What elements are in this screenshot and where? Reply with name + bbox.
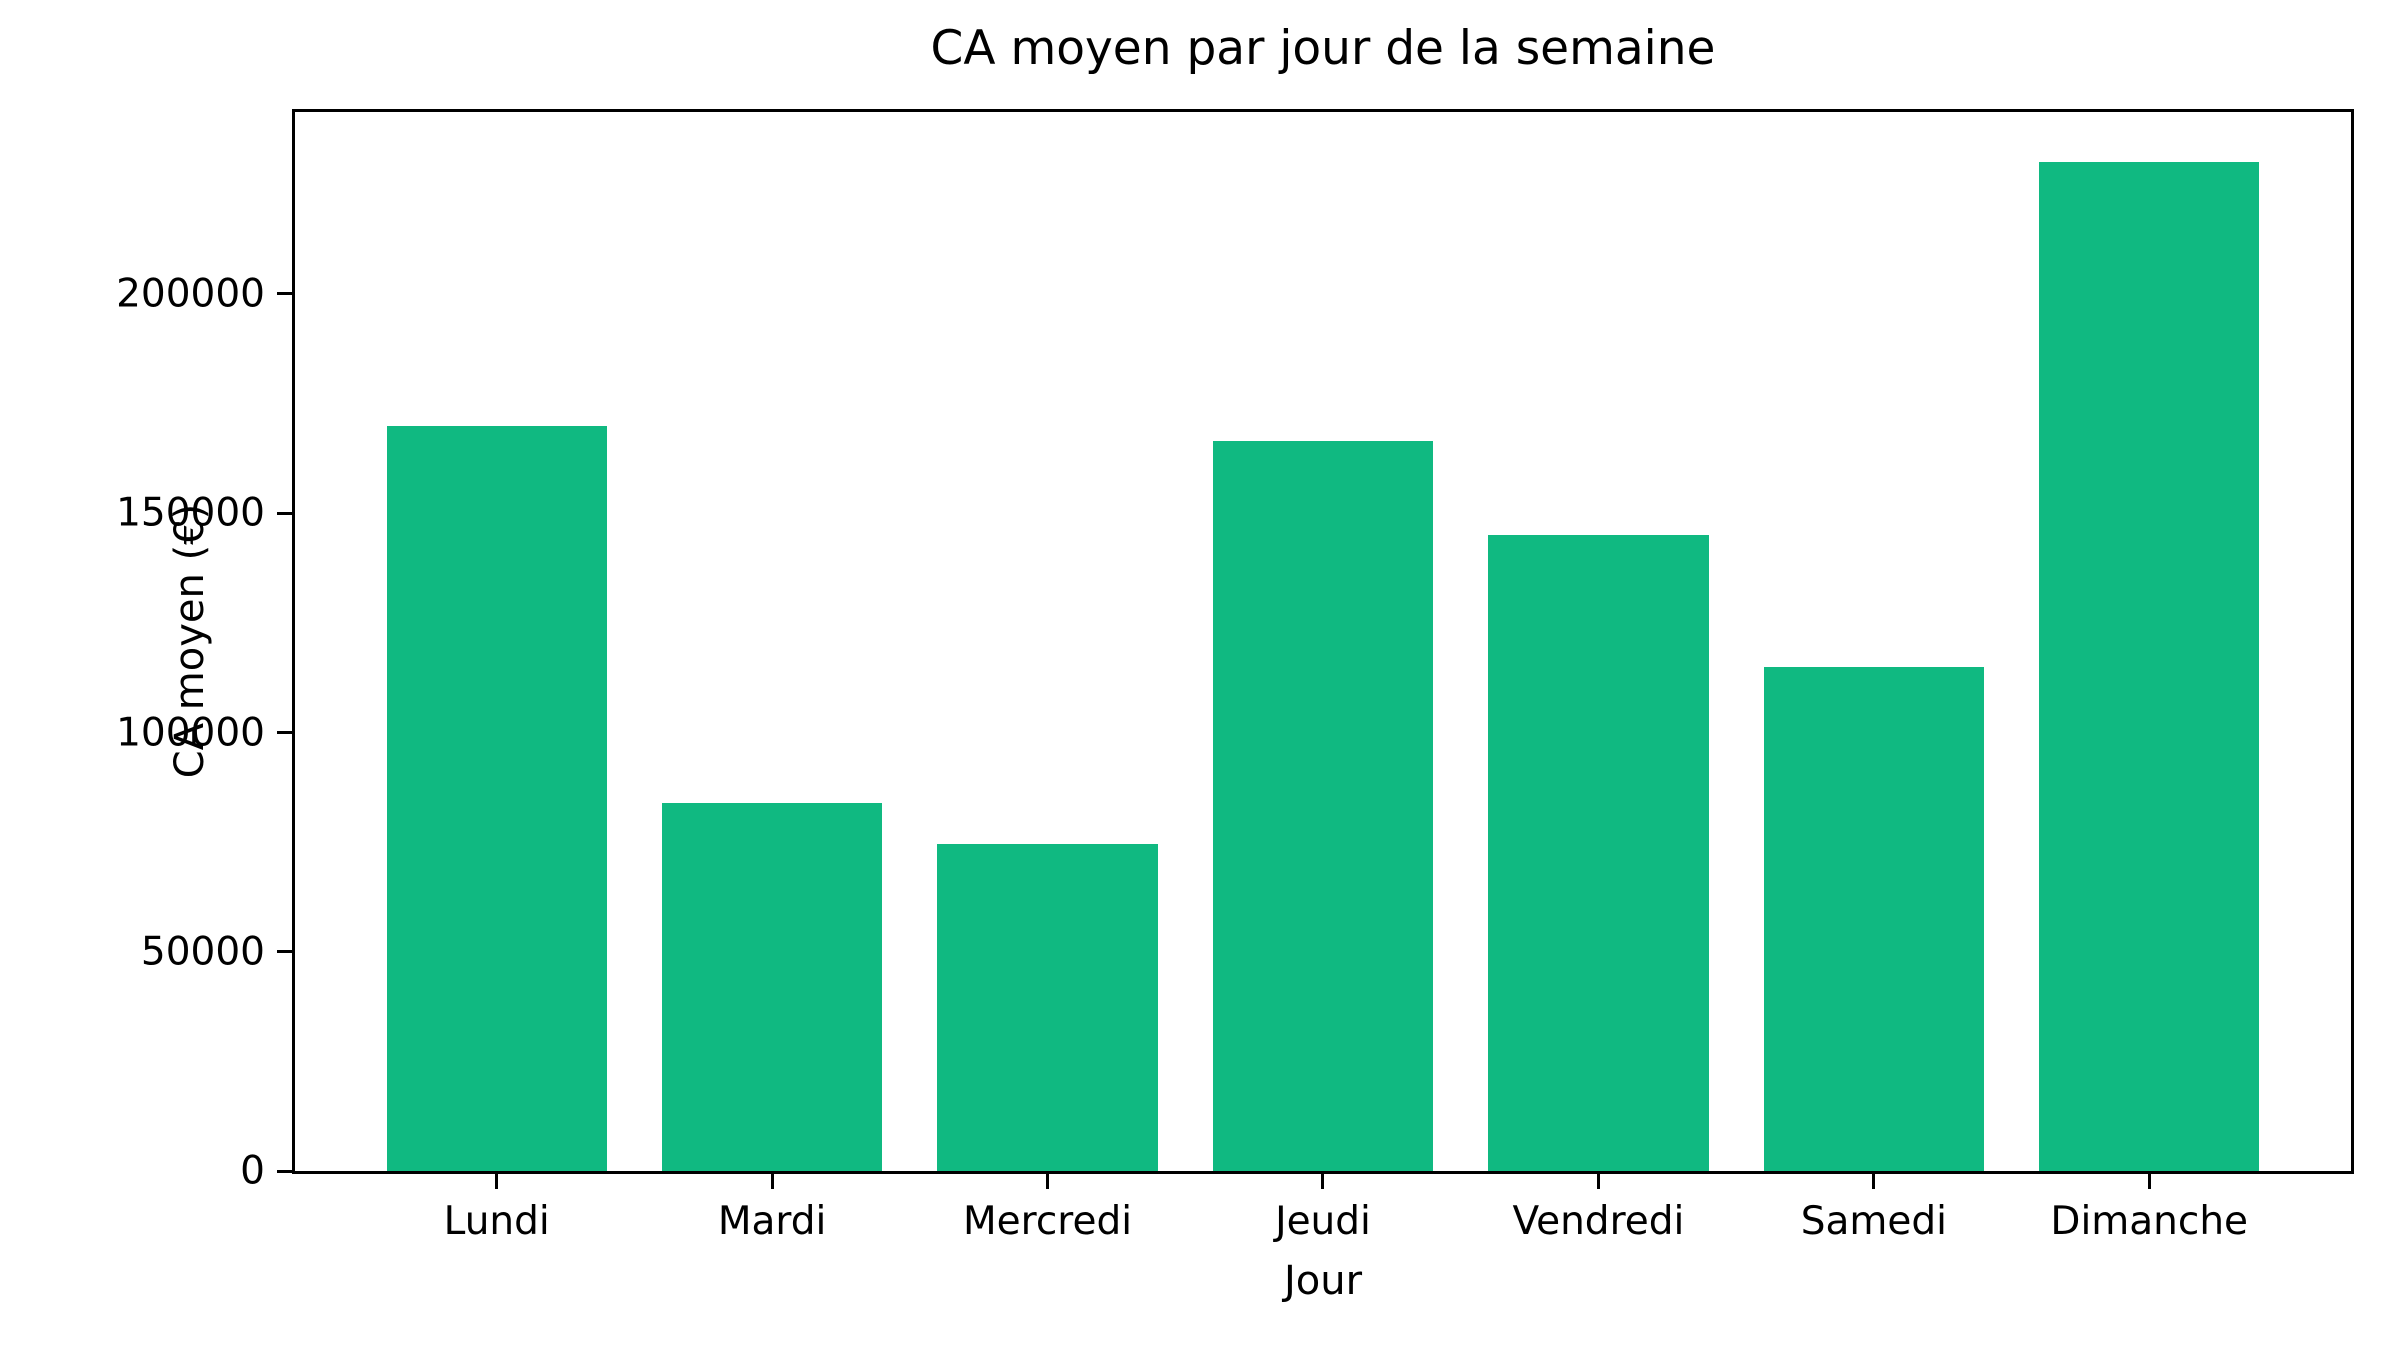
y-tick-mark: [277, 1169, 292, 1173]
plot-area: 0 50000 100000 150000 200000 Lundi Mardi Mercr…: [116, 109, 2354, 1243]
bar-slot: Dimanche: [2012, 112, 2287, 1243]
bar-slot: Mercredi: [910, 112, 1185, 1243]
y-tick-label: 150000: [116, 490, 265, 536]
x-tick-label: Samedi: [1800, 1199, 1947, 1244]
x-tick-label: Dimanche: [2050, 1199, 2249, 1244]
bar-slot: Jeudi: [1185, 112, 1460, 1243]
x-tick-mark: [1321, 1174, 1325, 1189]
x-tick-mark: [1046, 1174, 1050, 1189]
y-axis: 0 50000 100000 150000 200000: [116, 112, 2351, 1191]
bars-row: Lundi Mardi Mercredi Jeudi Vendredi Samedi Dim…: [295, 112, 2351, 1243]
bar-dimanche: [2039, 162, 2260, 1171]
bar-mardi: [661, 802, 883, 1171]
x-axis-label: Jour: [1283, 1258, 1363, 1304]
bar-vendredi: [1488, 535, 1709, 1171]
bar-mercredi: [937, 844, 1158, 1171]
bar-slot: Lundi: [359, 112, 634, 1243]
x-tick-label: Lundi: [443, 1199, 550, 1244]
y-tick-mark: [277, 292, 292, 296]
y-tick-label: 50000: [140, 929, 265, 975]
x-tick-label: Mercredi: [963, 1199, 1133, 1244]
x-tick-mark: [1596, 1174, 1600, 1189]
bar-samedi: [1763, 666, 1984, 1171]
bar-lundi: [386, 425, 607, 1171]
bar-slot: Samedi: [1736, 112, 2011, 1243]
y-tick-mark: [277, 511, 292, 515]
x-tick-label: Mardi: [717, 1199, 827, 1244]
y-tick-label: 0: [240, 1148, 265, 1194]
x-tick-mark: [770, 1174, 774, 1189]
chart-title: CA moyen par jour de la semaine: [930, 21, 1716, 76]
y-tick-mark: [277, 731, 292, 734]
y-tick-label: 200000: [116, 271, 265, 317]
x-tick-mark: [2147, 1174, 2151, 1189]
x-tick-label: Jeudi: [1275, 1199, 1371, 1244]
x-tick-label: Vendredi: [1512, 1199, 1685, 1244]
bar-jeudi: [1212, 440, 1434, 1171]
x-tick-mark: [1872, 1174, 1876, 1189]
bar-slot: Mardi: [634, 112, 909, 1243]
x-tick-mark: [495, 1174, 499, 1189]
y-tick-label: 100000: [116, 710, 265, 755]
y-tick-mark: [277, 950, 292, 954]
bar-slot: Vendredi: [1461, 112, 1736, 1243]
